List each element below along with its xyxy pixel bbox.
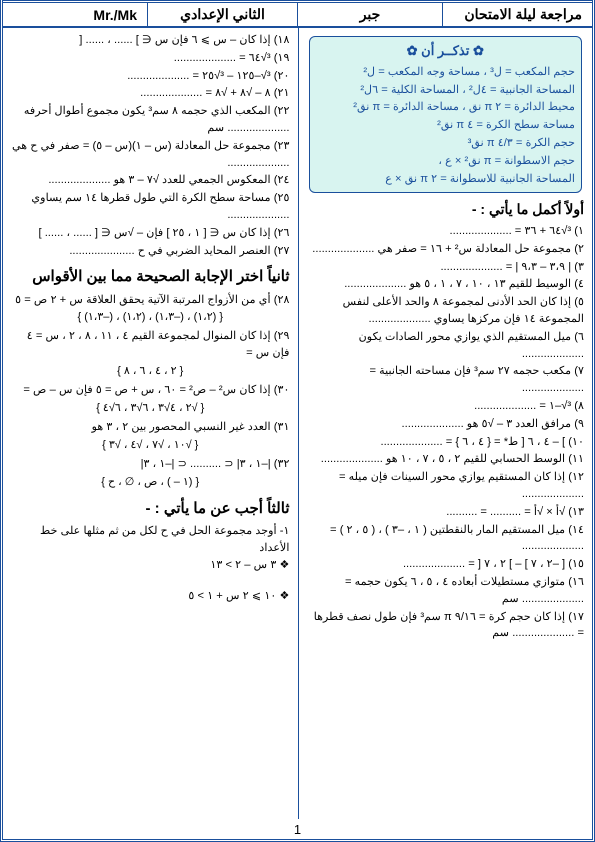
header-grade: الثاني الإعدادي	[147, 3, 297, 26]
q-line: ١٦) متوازي مستطيلات أبعاده ٤ ، ٥ ، ٦ يكو…	[307, 574, 585, 608]
section1-title: أولاً أكمل ما يأتي : -	[307, 199, 585, 221]
q-line: ١٠) ] – ٤ ، ٦ [ ط* = { ٤ ، ٦ } = .......…	[307, 434, 585, 451]
remember-line: حجم الاسطوانة = π نق² × ع ،	[316, 153, 576, 170]
q-line: ١٤) ميل المستقيم المار بالنقطتين ( ١ ، –…	[307, 522, 585, 556]
q-options: { ٢ ، ٤ ، ٦ ، ٨ }	[11, 363, 290, 380]
q-line: ١٨) إذا كان – س ⩾ ٦ فإن س ∈ ] ...... ، .…	[11, 32, 290, 49]
remember-line: حجم الكرة = ٤/٣ π نق³	[316, 135, 576, 152]
q-line: ١٣) √أ × √أ = .......... = ..........	[307, 504, 585, 521]
remember-box: ✿ تذكــر أن ✿ حجم المكعب = ل³ ، مساحة وج…	[309, 36, 583, 193]
content-area: ✿ تذكــر أن ✿ حجم المكعب = ل³ ، مساحة وج…	[3, 28, 592, 819]
q-line: ١٩) ³√٦٤ = ....................	[11, 50, 290, 67]
q-line: ٥) إذا كان الحد الأدنى لمجموعة ٨ والحد ا…	[307, 294, 585, 328]
q-options: { √١٠ ، √٧ ، √٤ ، √٣ }	[11, 437, 290, 454]
q-line: ٢٦) إذا كان س ∈ [ ١ ، ٢٥ ] فإن – √س ∈ [ …	[11, 225, 290, 242]
remember-line: حجم المكعب = ل³ ، مساحة وجه المكعب = ل²	[316, 64, 576, 81]
page: مراجعة ليلة الامتحان جبر الثاني الإعدادي…	[0, 0, 595, 842]
q-line: ٩) مرافق العدد ٣ – √٥ هو ...............…	[307, 416, 585, 433]
q-line: ٢) مجموعة حل المعادلة س² + ١٦ = صفر هي .…	[307, 241, 585, 258]
section3-title: ثالثاً أجب عن ما يأتي : -	[11, 497, 290, 520]
remember-line: المساحة الجانبية = ٤ل² ، المساحة الكلية …	[316, 82, 576, 99]
q-options: { (١،٢) ، (–١،٣) ، (١،٢) ، (–١،٣) }	[11, 309, 290, 326]
q-line: ٢٨) أي من الأزواج المرتبة الآتية يحقق ال…	[11, 292, 290, 309]
q-line: ٤) الوسيط للقيم ١٣ ، ١٠ ، ٧ ، ١ ، ٥ هو .…	[307, 276, 585, 293]
q-line: ٢٩) إذا كان المنوال لمجموعة القيم ٤ ، ١١…	[11, 328, 290, 362]
left-column: ١٨) إذا كان – س ⩾ ٦ فإن س ∈ ] ...... ، .…	[3, 28, 298, 819]
q-line: ٣) | ٣،٩ – ٩،٣ | = ....................	[307, 259, 585, 276]
q-line: ٢٣) مجموعة حل المعادلة (س – ١)(س – ٥) = …	[11, 138, 290, 172]
q-line: ١٧) إذا كان حجم كرة = ٩/١٦ π سم³ فإن طول…	[307, 609, 585, 643]
q-line: ١٢) إذا كان المستقيم يوازي محور السينات …	[307, 469, 585, 503]
q-line: ❖ ١٠ ⩾ ٢ س + ١ > ٥	[11, 588, 290, 605]
q-line: ٢٥) مساحة سطح الكرة التي طول قطرها ١٤ سم…	[11, 190, 290, 224]
header-subject: جبر	[297, 3, 442, 26]
q-line: ١٥) [ –٢ ، ٧ ] – ] ٢ ، ٧ [ = ...........…	[307, 556, 585, 573]
q-options: { (١ – ) ، ص ، ∅ ، ح }	[11, 474, 290, 491]
header-row: مراجعة ليلة الامتحان جبر الثاني الإعدادي…	[3, 0, 592, 28]
q-line: ١) ³√٦٤ + ٣٦ = ....................	[307, 223, 585, 240]
q-line: ٨) ³√–١ = ....................	[307, 398, 585, 415]
section2-title: ثانياً اختر الإجابة الصحيحة مما بين الأق…	[11, 265, 290, 288]
q-line: ٦) ميل المستقيم الذي يوازي محور الصادات …	[307, 329, 585, 363]
q-line: ٣٢) |–١ ، ٣| ⊂ .......... ⊂ |–١ ، ٣|	[11, 456, 290, 473]
remember-line: محيط الدائرة = ٢ π نق ، مساحة الدائرة = …	[316, 99, 576, 116]
q-line: ١١) الوسط الحسابي للقيم ٢ ، ٥ ، ٧ ، ١٠ ه…	[307, 451, 585, 468]
page-number: 1	[3, 822, 592, 837]
right-column: ✿ تذكــر أن ✿ حجم المكعب = ل³ ، مساحة وج…	[298, 28, 593, 819]
q-line: ٢٢) المكعب الذي حجمه ٨ سم³ يكون مجموع أط…	[11, 103, 290, 137]
q-line: ٢٠) ³√–١٢٥ – ³√٢٥ = ....................	[11, 68, 290, 85]
remember-line: مساحة سطح الكرة = ٤ π نق²	[316, 117, 576, 134]
remember-title: ✿ تذكــر أن ✿	[316, 41, 576, 62]
header-title: مراجعة ليلة الامتحان	[442, 3, 592, 26]
q-line: ٢١) ٨ – √٨ + √٨ = ....................	[11, 85, 290, 102]
q-line: ٣٠) إذا كان س² – ص² = ٦٠ ، س + ص = ٥ فإن…	[11, 382, 290, 399]
q-line: ❖ ٣ س – ٢ > ١٣	[11, 557, 290, 574]
q-line: ٢٧) العنصر المحايد الضربي في ح .........…	[11, 243, 290, 260]
q-line: ٢٤) المعكوس الجمعي للعدد √٧ – ٣ هو .....…	[11, 172, 290, 189]
remember-line: المساحة الجانبية للاسطوانة = ٢ π نق × ع	[316, 171, 576, 188]
sec3-intro: ١- أوجد مجموعة الحل في ح لكل من ثم مثلها…	[11, 523, 290, 557]
q-options: { √٢ ، ٤√٣ ، ٦√٣ ، ٦√٤ }	[11, 400, 290, 417]
header-author: Mr./Mk	[3, 3, 147, 26]
q-line: ٧) مكعب حجمه ٢٧ سم³ فإن مساحته الجانبية …	[307, 363, 585, 397]
q-line: ٣١) العدد غير النسبي المحصور بين ٢ ، ٣ ه…	[11, 419, 290, 436]
